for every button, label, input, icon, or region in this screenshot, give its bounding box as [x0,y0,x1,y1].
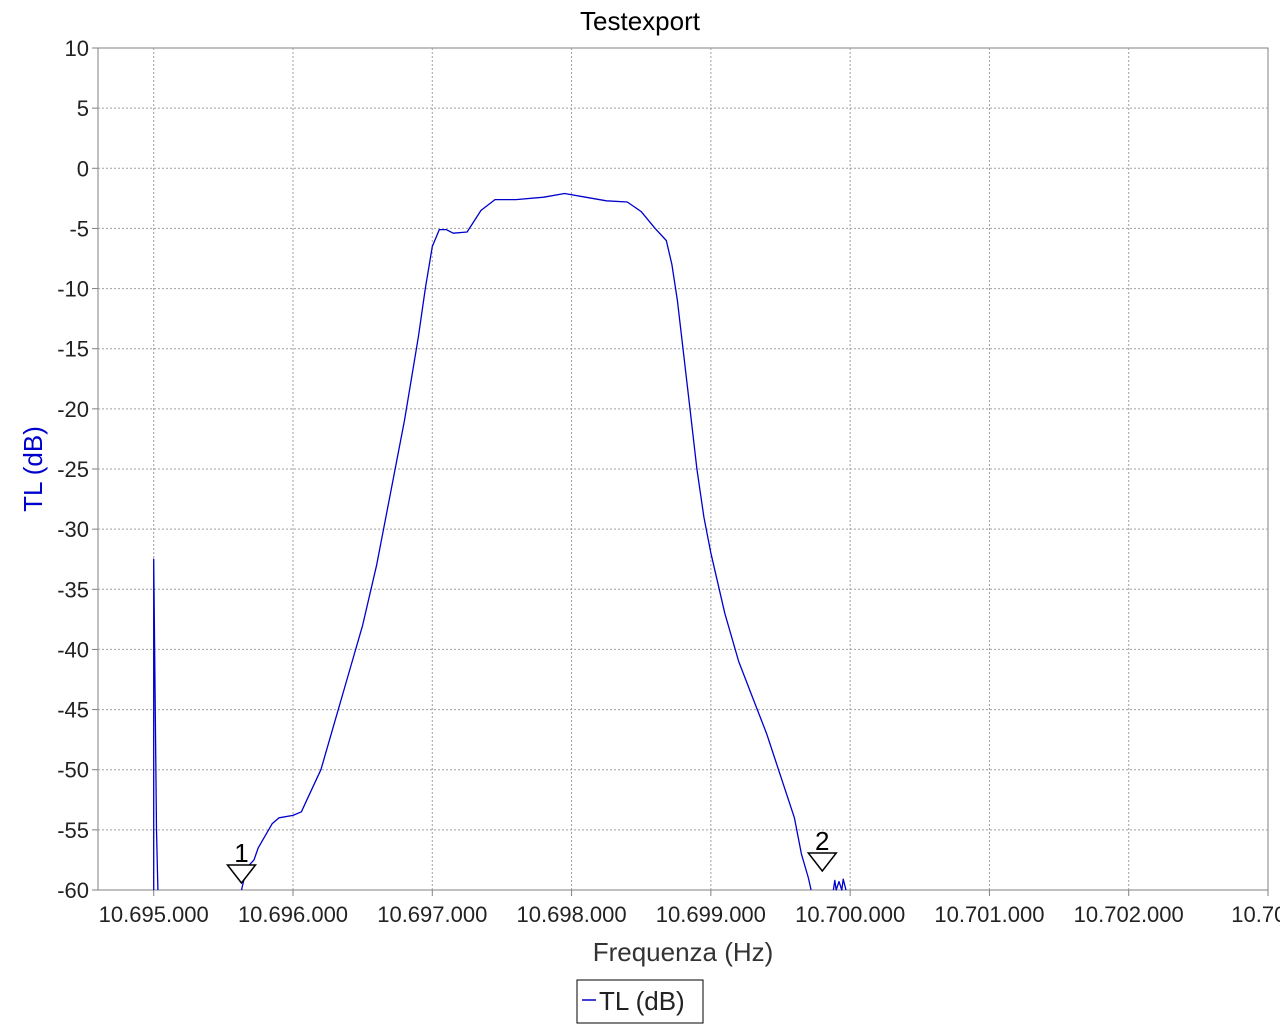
marker-label: 1 [234,838,248,868]
y-tick-label: -45 [57,698,89,723]
series-layer [153,192,847,891]
y-tick-label: -5 [69,216,89,241]
y-tick-label: -20 [57,397,89,422]
y-tick-label: -55 [57,818,89,843]
x-tick-label: 10.699.000 [656,902,766,927]
y-tick-label: -50 [57,758,89,783]
x-tick-label: 10.698.000 [517,902,627,927]
y-axis-ticks: 10 5 0 -5 -10 -15 -20 -25 -30 -35 -40 -45 -50 -55 -60 [57,36,98,903]
chart-title: Testexport [580,6,701,36]
y-tick-label: -30 [57,517,89,542]
x-tick-label: 10.701.000 [934,902,1044,927]
x-axis-label: Frequenza (Hz) [593,937,774,967]
x-tick-label: 10.697.000 [377,902,487,927]
x-tick-label: 10.695.000 [99,902,209,927]
legend: TL (dB) [576,979,704,1024]
y-tick-label: -15 [57,337,89,362]
series-line-tl [832,878,847,891]
y-tick-label: -35 [57,577,89,602]
y-tick-label: 0 [77,156,89,181]
x-tick-label: 10.702.000 [1074,902,1184,927]
x-tick-label: 10.700.000 [795,902,905,927]
y-tick-label: 5 [77,96,89,121]
y-tick-label: 10 [65,36,89,61]
y-tick-label: -60 [57,878,89,903]
marker-label: 2 [815,826,829,856]
y-tick-label: -40 [57,637,89,662]
legend-box [576,979,704,1024]
marker-triangle [225,864,257,885]
y-axis-label: TL (dB) [18,426,48,512]
legend-label: TL (dB) [599,986,685,1016]
x-tick-label: 10.703. [1231,902,1280,927]
x-axis-ticks: 10.695.000 10.696.000 10.697.000 10.698.000… [99,890,1280,927]
x-tick-label: 10.696.000 [238,902,348,927]
series-line-tl [153,558,159,891]
series-line-tl [240,192,812,891]
marker-triangle [806,852,838,873]
y-tick-label: -25 [57,457,89,482]
y-tick-label: -10 [57,277,89,302]
